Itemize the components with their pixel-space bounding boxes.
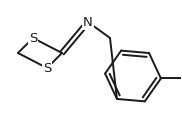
Text: S: S: [29, 31, 37, 45]
Text: S: S: [43, 61, 51, 75]
Text: N: N: [83, 15, 93, 29]
